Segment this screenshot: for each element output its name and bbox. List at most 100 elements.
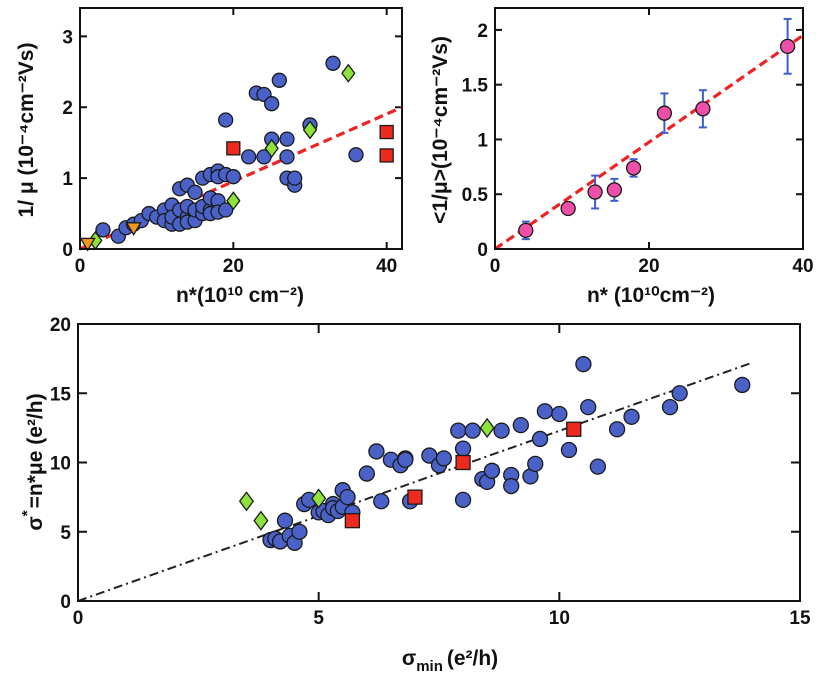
panel-c-x-tick-label: 15 [789,608,811,629]
panel-a-point-green [341,63,356,83]
panel-b-point-mean [779,38,796,54]
panel-c-point-red [344,513,361,529]
panel-a-y-tick-label: 2 [62,98,73,119]
panel-c-point-blue [358,465,375,482]
panel-c-point-blue [560,441,578,459]
panel-c-point-blue [536,403,554,420]
panel-b-x-label: n* (10¹⁰cm⁻²) [587,284,715,307]
panel-a-point-blue [241,149,257,165]
panel-c-point-blue [734,376,751,394]
panel-b-y-tick-label: 0 [477,240,488,261]
panel-c-point-blue [276,512,294,529]
panel-b-point-mean [625,160,642,176]
panel-b-point-mean [656,105,673,121]
panel-c-point-blue [397,451,414,468]
panel-a-point-red [379,148,394,163]
panel-c-point-green [479,417,495,438]
panel-b-point-mean [606,182,622,198]
panel-c-point-blue [450,422,467,439]
panel-c-point-blue [339,488,356,506]
panel-b-point-mean [560,200,576,217]
panel-c-y-tick-label: 20 [50,315,71,336]
panel-c-y-tick-label: 0 [60,592,71,613]
panel-a-point-blue [325,55,341,71]
panel-a-y-label: 1/ μ (10⁻⁴cm⁻²Vs) [15,43,38,218]
panel-b-scatter-mean-inverse-mobility: 0 20 40 0 0.5 1 1.5 2 n* (10¹⁰cm⁻²) <1/μ>(10⁻⁴c… [429,7,814,307]
panel-a-point-orange [79,237,96,252]
panel-b-x-tick-label: 20 [638,256,659,277]
panel-c-point-blue [575,356,592,373]
panel-a-point-red [379,124,394,140]
panel-c-point-red [455,454,471,471]
panel-c-y-label-star: * [19,510,36,516]
panel-a-point-blue [225,169,241,185]
panel-b-y-tick-label: 1.5 [462,76,489,97]
panel-c-point-green [238,491,255,512]
panel-c-point-red [566,421,582,437]
panel-a-x-tick-label: 40 [376,256,397,277]
panel-c-x-label-sub: min [416,658,443,675]
panel-b-point-mean [695,101,711,117]
panel-a-point-blue [348,147,364,163]
panel-c-point-blue [589,458,606,475]
panel-a-point-blue [187,184,203,200]
panel-a-x-tick-label: 20 [223,256,244,277]
panel-b-fit-line [494,34,804,251]
panel-a-y-tick-label: 3 [62,27,73,48]
panel-c-x-label: σmin (e²/h) [402,647,498,675]
panel-b-y-tick-label: 1 [477,130,488,151]
panel-c-y-label-sigma: σ [24,516,47,530]
panel-a-point-green [226,191,241,211]
panel-c-y-label: σ* =n*μe (e²/h) [19,393,47,530]
panel-b-y-label: <1/μ>(10⁻⁴cm⁻²Vs) [429,36,452,224]
panel-c-point-blue [551,405,568,423]
panel-b-point-mean [587,184,603,200]
panel-c-point-blue [291,523,308,540]
panel-c-point-blue [483,462,501,479]
panel-a-scatter-inverse-mobility: 0 20 40 0 1 2 3 n*(10¹⁰ cm⁻²) 1/ μ (10⁻⁴cm⁻²Vs… [15,7,403,307]
panel-a-point-blue [279,131,295,147]
panel-c-point-blue [512,416,529,434]
panel-b-frame [494,7,804,250]
panel-a-point-blue [218,112,234,128]
panel-c-point-blue [671,385,688,402]
panel-b-y-tick-label: 2 [477,21,488,42]
panel-a-y-tick-label: 0 [62,240,73,261]
panel-c-point-blue [373,493,390,510]
panel-c-point-blue [454,491,472,509]
panel-c-point-blue [661,398,679,416]
panel-a-point-blue [287,170,303,186]
panel-c-point-blue [531,430,549,448]
panel-c-point-green [311,488,327,509]
panel-c-y-tick-label: 5 [60,523,71,544]
panel-a-frame [79,7,403,250]
panel-c-point-blue [435,450,452,467]
panel-c-point-blue [527,455,544,473]
panel-c-x-label-sigma: σ [402,647,416,670]
panel-c-point-blue [464,422,481,439]
panel-b-y-tick-label: 0.5 [462,185,489,206]
panel-a-point-red [226,141,241,156]
panel-c-fit-line [77,361,753,602]
panel-a-point-blue [271,72,287,88]
panel-c-x-label-unit: (e²/h) [447,647,498,670]
panel-a-point-orange [125,222,142,237]
panel-a-point-blue [264,96,280,112]
panel-c-frame [77,323,801,602]
panel-c-point-blue [608,421,626,438]
panel-c-point-red [407,489,423,505]
panel-a-x-label: n*(10¹⁰ cm⁻²) [176,284,304,307]
panel-a-y-tick-label: 1 [62,169,73,190]
panel-a-point-blue [218,202,234,218]
panel-a-point-green [302,120,318,140]
panel-c-x-tick-label: 5 [313,608,324,629]
panel-b-x-tick-label: 40 [792,256,813,277]
panel-c-point-blue [368,443,385,460]
panel-a-point-blue [95,222,111,238]
panel-a-point-blue [279,149,295,165]
panel-c-y-label-rest: =n*μe (e²/h) [24,393,47,508]
panel-c-point-blue [454,440,472,457]
panel-c-point-blue [493,422,510,439]
panel-c-point-blue [580,398,597,416]
